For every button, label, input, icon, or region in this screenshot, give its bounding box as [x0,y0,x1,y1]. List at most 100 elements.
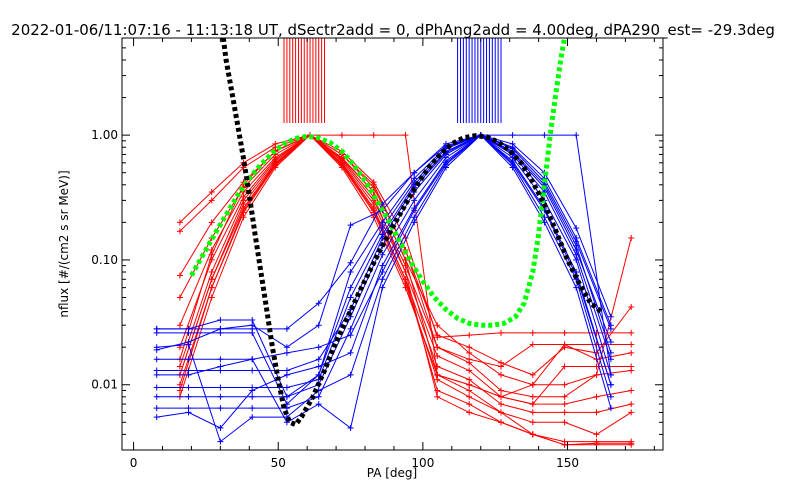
blue-point-2-5 [315,322,322,329]
red-point-0-9 [466,349,473,356]
blue-point-4-13 [573,242,580,249]
red-point-4-14 [628,401,635,408]
red-point-8-14 [628,440,635,447]
red-point-12-8 [434,371,441,378]
blue-point-10-6 [347,332,354,339]
blue-point-4-2 [217,384,224,391]
x-axis-label: PA [deg] [367,466,417,480]
red-point-4-11 [529,409,536,416]
red-point-11-6 [370,179,377,186]
red-point-9-12 [561,363,568,370]
red-point-2-12 [561,393,568,400]
blue-point-1-14 [607,325,614,332]
blue-point-10-14 [607,381,614,388]
red-point-5-1 [208,294,215,301]
blue-point-11-8 [411,169,418,176]
blue-point-11-1 [185,325,192,332]
red-point-1-0 [176,228,183,235]
red-point-7-6 [370,205,377,212]
y-tick-label: 0.01 [91,378,118,392]
red-point-1-14 [628,304,635,310]
red-point-9-11 [529,401,536,408]
red-point-11-0 [176,272,183,279]
y-tick-label: 0.10 [91,253,118,267]
blue-point-5-3 [249,393,256,400]
blue-point-11-2 [217,325,224,332]
red-point-8-8 [434,393,441,400]
red-point-2-0 [176,363,183,370]
red-point-12-9 [466,381,473,388]
blue-point-3-3 [249,367,256,374]
red-point-10-9 [466,356,473,363]
blue-point-5-1 [185,393,192,400]
red-point-5-11 [529,419,536,426]
red-point-6-9 [466,393,473,400]
red-point-0-0 [176,219,183,226]
blue-point-7-0 [153,414,160,421]
blue-point-10-8 [411,207,418,214]
red-point-0-1 [208,189,215,195]
blue-point-7-6 [347,349,354,356]
x-tick-label: 0 [130,456,138,470]
red-point-5-12 [561,419,568,426]
blue-point-7-7 [379,262,386,269]
red-point-4-10 [498,401,504,408]
red-point-11-8 [434,334,441,341]
blue-point-11-5 [315,300,322,307]
blue-point-5-13 [573,251,580,258]
blue-point-8-0 [153,344,160,351]
y-tick-label: 1.00 [91,128,118,142]
blue-point-4-1 [185,384,192,391]
blue-point-2-6 [347,222,354,229]
red-point-1-11 [529,371,536,378]
red-point-12-7 [402,132,409,139]
red-point-3-12 [561,401,568,408]
red-point-5-14 [628,409,635,416]
blue-point-11-12 [541,132,548,139]
red-point-0-10 [498,371,504,378]
red-point-4-12 [561,409,568,416]
x-tick-label: 50 [271,456,286,470]
red-point-3-14 [628,387,635,394]
blue-point-9-6 [347,425,354,431]
blue-point-4-0 [153,384,160,391]
blue-point-1-7 [379,225,386,232]
red-point-12-6 [370,132,377,139]
blue-point-6-13 [573,256,580,263]
blue-point-2-13 [573,225,580,232]
red-point-8-12 [561,441,568,448]
blue-point-11-13 [573,132,580,139]
red-point-7-1 [208,276,215,283]
red-point-8-9 [466,409,473,416]
blue-point-6-3 [249,405,256,412]
blue-point-11-11 [509,132,516,139]
blue-point-6-0 [153,405,160,412]
red-point-10-6 [370,184,377,191]
red-point-7-2 [240,205,247,212]
blue-point-7-2 [217,425,224,431]
red-point-9-14 [628,363,635,370]
blue-point-7-3 [249,387,256,394]
blue-point-8-1 [185,341,192,348]
blue-point-0-3 [249,317,256,323]
plot-frame [121,37,664,451]
blue-point-5-0 [153,393,160,400]
red-point-12-10 [498,393,504,400]
blue-point-10-3 [249,356,256,363]
red-point-11-12 [561,329,568,336]
black-fit-curve [220,38,604,428]
blue-point-8-3 [249,414,256,421]
red-point-7-9 [466,401,473,408]
blue-point-9-0 [153,356,160,363]
red-point-3-13 [593,393,600,400]
blue-point-9-1 [185,356,192,363]
blue-point-2-11 [509,140,516,147]
red-point-1-1 [208,197,215,204]
x-tick-label: 150 [556,456,579,470]
y-axis-label: nflux [#/(cm2 s sr MeV)] [57,170,71,317]
red-point-2-1 [208,269,215,275]
red-point-10-11 [529,341,536,348]
blue-point-10-4 [283,349,290,356]
blue-point-8-8 [411,214,418,221]
